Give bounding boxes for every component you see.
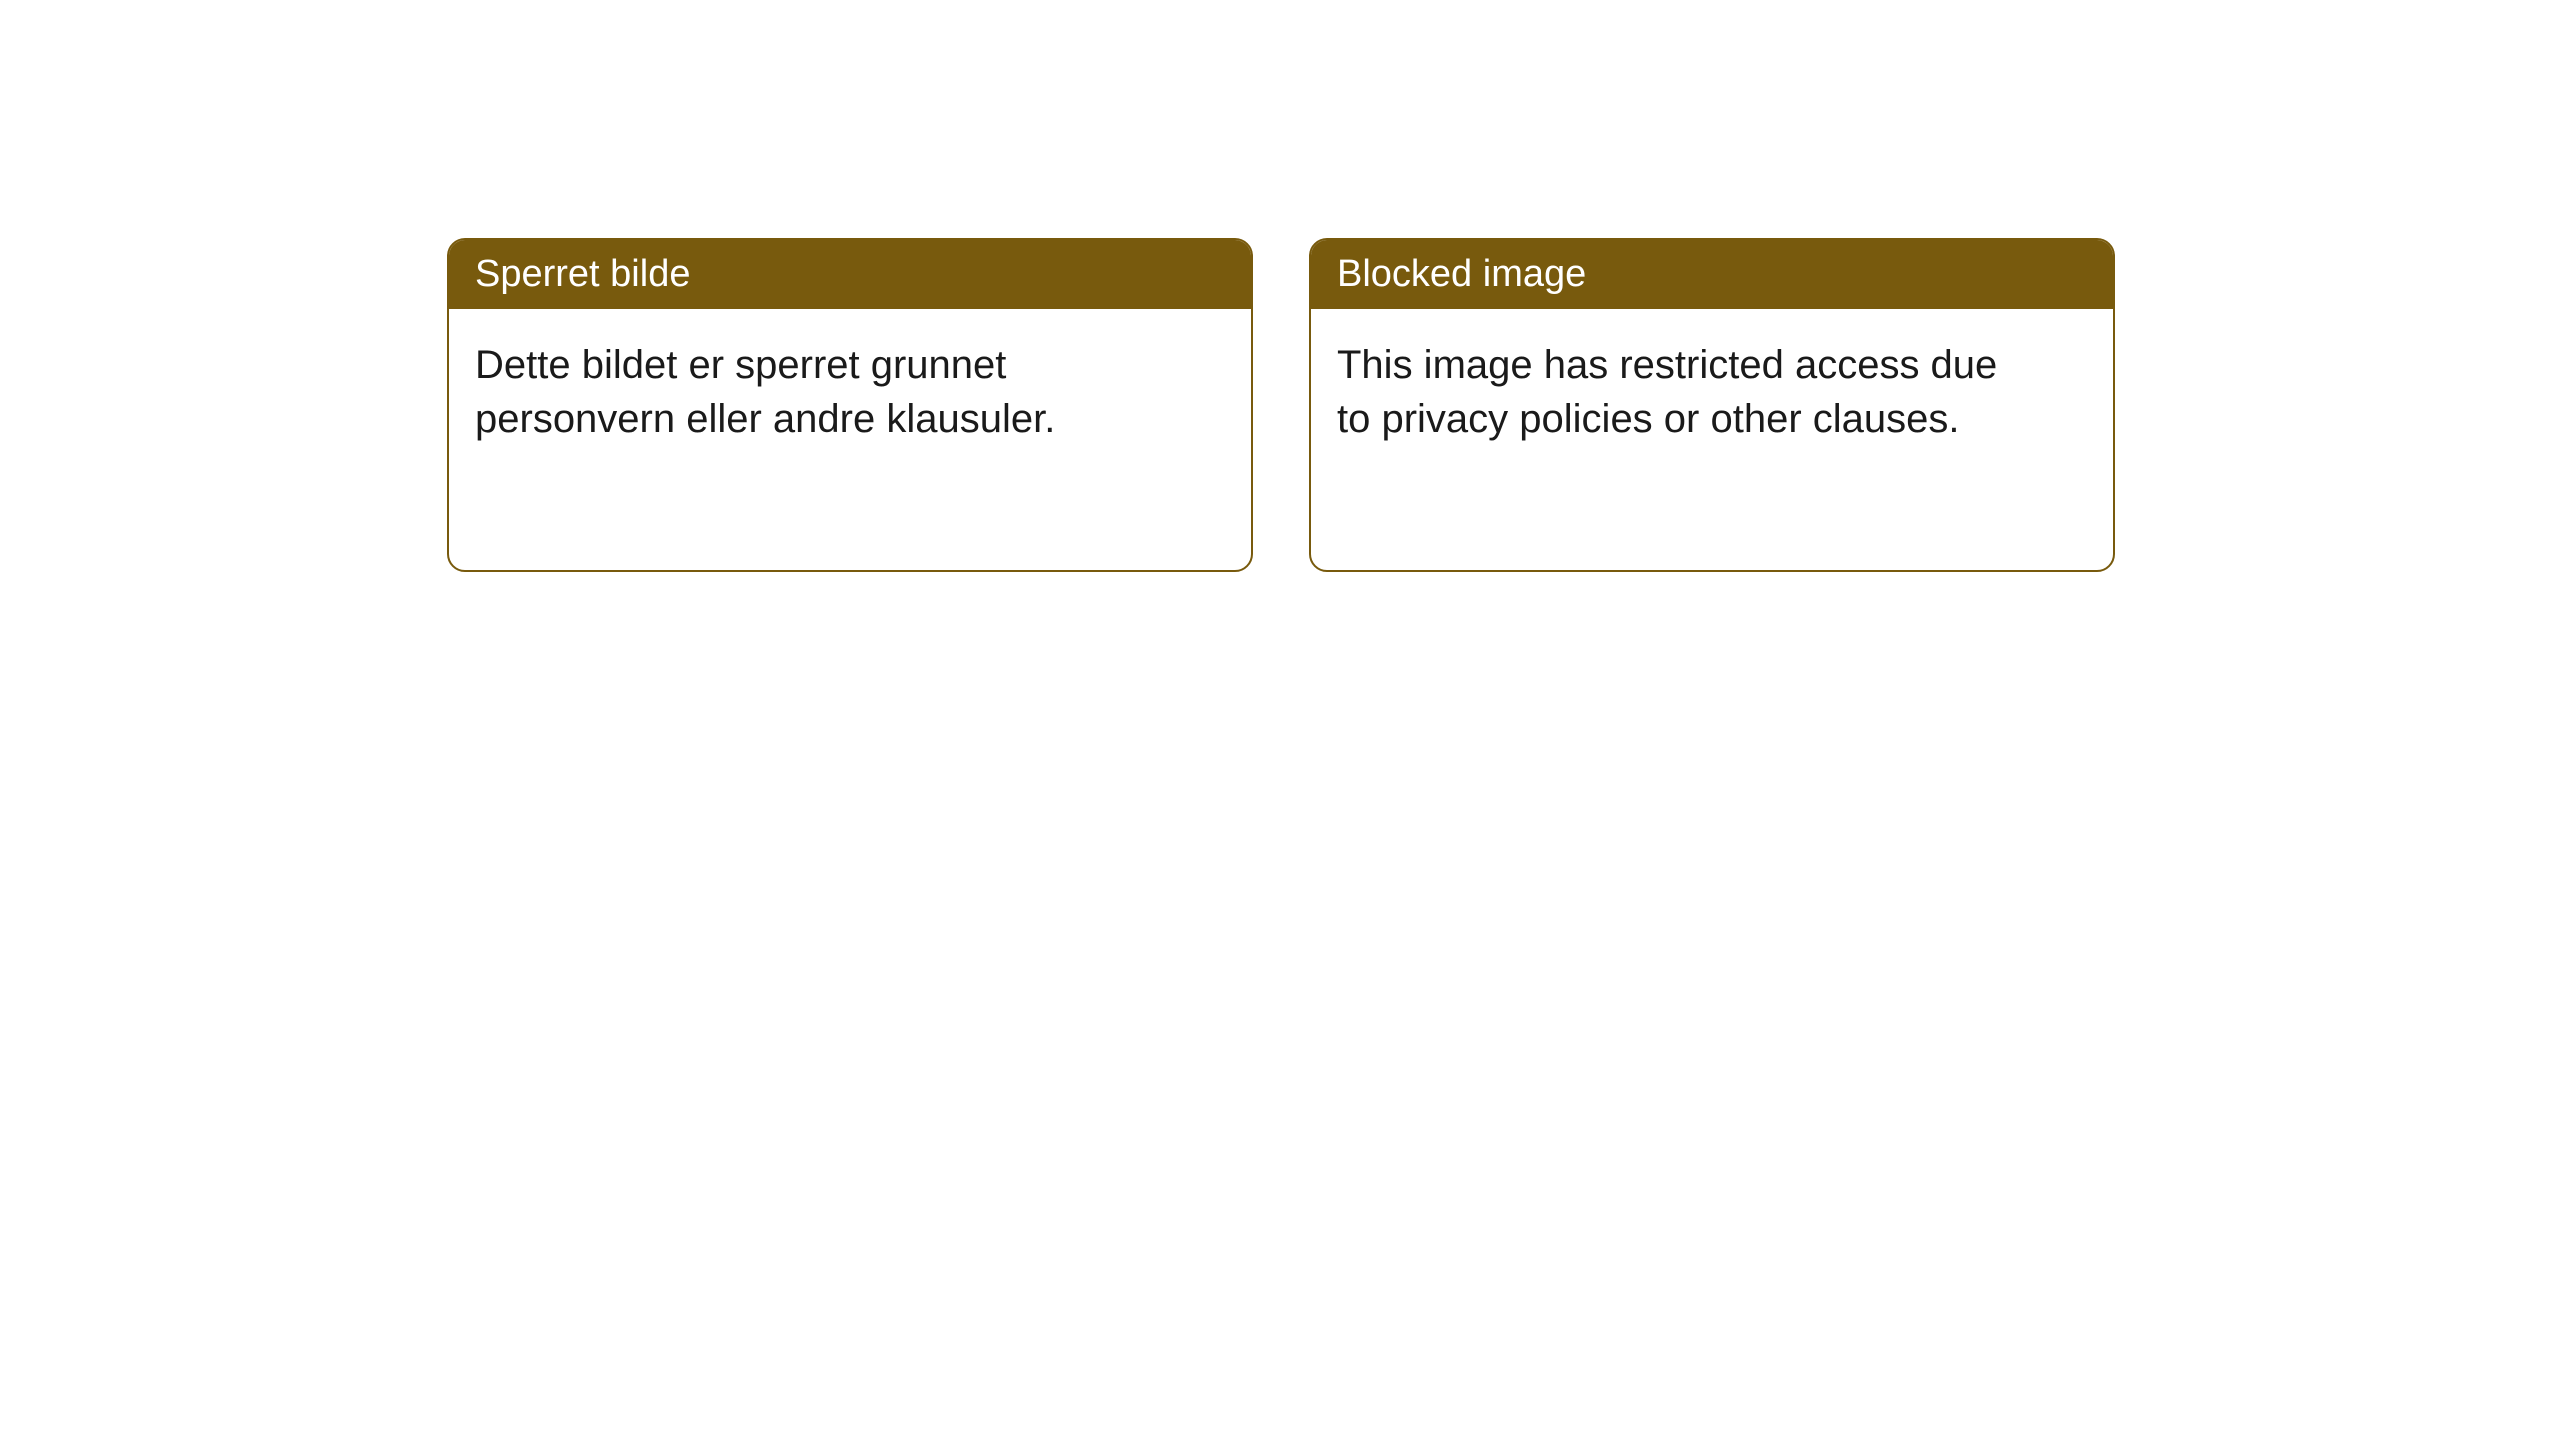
blocked-image-notice-en: Blocked image This image has restricted … bbox=[1309, 238, 2115, 572]
notice-title-no: Sperret bilde bbox=[449, 240, 1251, 309]
blocked-image-notice-no: Sperret bilde Dette bildet er sperret gr… bbox=[447, 238, 1253, 572]
notice-container: Sperret bilde Dette bildet er sperret gr… bbox=[447, 238, 2115, 572]
notice-title-en: Blocked image bbox=[1311, 240, 2113, 309]
notice-body-no: Dette bildet er sperret grunnet personve… bbox=[449, 309, 1169, 475]
notice-body-en: This image has restricted access due to … bbox=[1311, 309, 2031, 475]
